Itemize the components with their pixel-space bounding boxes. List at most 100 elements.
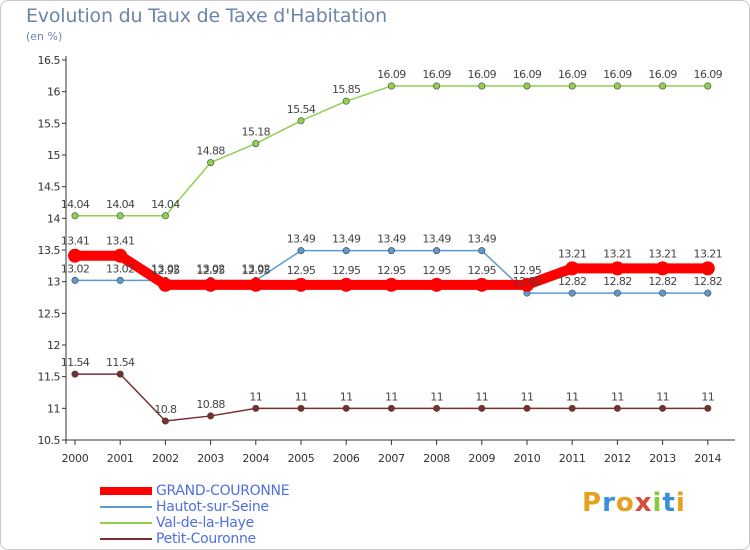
series-line-val-de-la-haye [75, 85, 708, 217]
legend-label: Hautot-sur-Seine [156, 499, 269, 515]
data-label-petit-couronne: 11 [611, 390, 624, 403]
data-point-val-de-la-haye [252, 140, 260, 148]
data-point-val-de-la-haye [387, 82, 395, 90]
data-label-hautot-sur-seine: 13.49 [422, 233, 451, 246]
data-point-val-de-la-haye [161, 212, 169, 220]
y-tick-label: 11 [47, 402, 60, 415]
data-label-petit-couronne: 11 [295, 390, 308, 403]
data-point-val-de-la-haye [613, 82, 621, 90]
data-point-hautot-sur-seine [71, 276, 79, 284]
data-label-hautot-sur-seine: 13.49 [468, 233, 497, 246]
data-point-grand-couronne [113, 248, 128, 263]
data-point-petit-couronne [433, 404, 441, 412]
data-point-grand-couronne [474, 277, 489, 292]
data-point-hautot-sur-seine [478, 247, 486, 255]
data-point-val-de-la-haye [478, 82, 486, 90]
x-tick-label: 2006 [333, 452, 360, 465]
data-point-grand-couronne [700, 261, 715, 276]
x-tick-label: 2014 [694, 452, 721, 465]
data-label-petit-couronne: 11 [566, 390, 579, 403]
data-label-petit-couronne: 11 [249, 390, 262, 403]
data-point-grand-couronne [565, 261, 580, 276]
data-label-petit-couronne: 11.54 [61, 356, 90, 369]
data-label-val-de-la-haye: 16.09 [603, 68, 632, 81]
data-label-val-de-la-haye: 14.04 [151, 198, 180, 211]
data-label-hautot-sur-seine: 12.82 [648, 275, 677, 288]
x-tick-label: 2008 [423, 452, 450, 465]
y-tick-label: 13 [47, 276, 60, 289]
legend-label: GRAND-COURONNE [156, 483, 290, 499]
y-tick-label: 10.5 [38, 434, 61, 447]
data-point-petit-couronne [252, 404, 260, 412]
data-point-hautot-sur-seine [704, 289, 712, 297]
x-tick-label: 2011 [559, 452, 586, 465]
y-tick-label: 16 [47, 86, 60, 99]
data-label-petit-couronne: 11 [656, 390, 669, 403]
y-tick-label: 14 [47, 212, 60, 225]
data-label-val-de-la-haye: 14.04 [106, 198, 135, 211]
data-label-grand-couronne: 13.21 [694, 247, 723, 260]
data-label-hautot-sur-seine: 13.02 [151, 262, 180, 275]
data-label-petit-couronne: 10.88 [196, 398, 225, 411]
data-point-val-de-la-haye [116, 212, 124, 220]
data-point-grand-couronne [610, 261, 625, 276]
data-point-grand-couronne [384, 277, 399, 292]
data-point-grand-couronne [339, 277, 354, 292]
data-point-petit-couronne [478, 404, 486, 412]
data-point-petit-couronne [71, 370, 79, 378]
data-point-hautot-sur-seine [342, 247, 350, 255]
x-tick-label: 2002 [152, 452, 179, 465]
data-label-hautot-sur-seine: 12.82 [513, 275, 542, 288]
data-label-grand-couronne: 12.95 [332, 264, 361, 277]
legend-swatch-hautot-sur-seine [100, 506, 152, 508]
x-tick-label: 2012 [604, 452, 631, 465]
y-tick-label: 11.5 [38, 371, 61, 384]
data-label-hautot-sur-seine: 13.02 [106, 262, 135, 275]
data-point-grand-couronne [429, 277, 444, 292]
data-point-val-de-la-haye [342, 97, 350, 105]
data-label-petit-couronne: 11 [385, 390, 398, 403]
data-label-hautot-sur-seine: 13.02 [196, 262, 225, 275]
data-point-petit-couronne [704, 404, 712, 412]
legend-item-hautot-sur-seine: Hautot-sur-Seine [100, 499, 360, 515]
data-label-val-de-la-haye: 14.04 [61, 198, 90, 211]
data-point-petit-couronne [116, 370, 124, 378]
data-point-grand-couronne [68, 248, 82, 263]
data-label-hautot-sur-seine: 12.82 [603, 275, 632, 288]
legend-item-petit-couronne: Petit-Couronne [100, 531, 360, 547]
logo-letter: o [615, 488, 635, 518]
data-label-petit-couronne: 11 [475, 390, 488, 403]
data-point-hautot-sur-seine [568, 289, 576, 297]
data-point-hautot-sur-seine [116, 276, 124, 284]
y-tick-label: 15.5 [38, 117, 61, 130]
data-label-hautot-sur-seine: 13.49 [332, 233, 361, 246]
data-label-grand-couronne: 13.21 [648, 247, 677, 260]
data-point-val-de-la-haye [568, 82, 576, 90]
data-label-grand-couronne: 13.41 [106, 235, 135, 248]
data-label-grand-couronne: 12.95 [151, 264, 180, 277]
data-label-grand-couronne: 13.21 [603, 247, 632, 260]
x-tick-label: 2000 [62, 452, 89, 465]
legend-label: Val-de-la-Haye [156, 515, 254, 531]
data-label-hautot-sur-seine: 13.49 [287, 233, 316, 246]
data-point-val-de-la-haye [659, 82, 667, 90]
data-label-val-de-la-haye: 16.09 [513, 68, 542, 81]
data-label-hautot-sur-seine: 13.02 [242, 262, 271, 275]
data-label-val-de-la-haye: 15.54 [287, 103, 316, 116]
data-point-val-de-la-haye [71, 212, 79, 220]
data-label-grand-couronne: 12.95 [377, 264, 406, 277]
data-label-val-de-la-haye: 16.09 [558, 68, 587, 81]
data-label-val-de-la-haye: 16.09 [694, 68, 723, 81]
data-point-grand-couronne [158, 277, 173, 292]
data-label-val-de-la-haye: 16.09 [468, 68, 497, 81]
data-point-val-de-la-haye [433, 82, 441, 90]
data-point-petit-couronne [297, 404, 305, 412]
data-point-petit-couronne [523, 404, 531, 412]
data-label-val-de-la-haye: 16.09 [422, 68, 451, 81]
data-point-petit-couronne [659, 404, 667, 412]
y-tick-label: 16.5 [38, 54, 61, 67]
legend-swatch-petit-couronne [100, 538, 152, 540]
data-point-petit-couronne [161, 417, 169, 425]
data-point-grand-couronne [520, 277, 534, 292]
